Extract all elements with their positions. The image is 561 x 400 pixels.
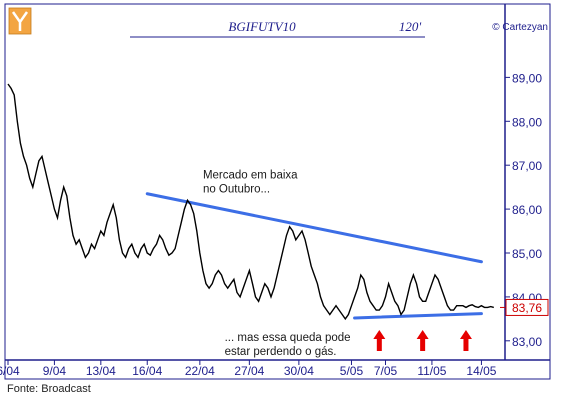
y-tick-label: 85,00: [512, 247, 542, 261]
x-tick-label: 9/04: [43, 364, 67, 378]
brand-label: © Cartezyan: [492, 22, 548, 33]
x-tick-label: 5/05: [340, 364, 364, 378]
annotation-line: no Outubro...: [203, 183, 270, 195]
x-tick-label: 13/04: [86, 364, 116, 378]
x-tick-label: 30/04: [284, 364, 314, 378]
chart-timeframe: 120': [399, 19, 422, 34]
trendlines: [145, 192, 483, 320]
chart-title: BGIFUTV10: [228, 19, 296, 34]
x-tick-label: 27/04: [234, 364, 264, 378]
trendline: [353, 312, 483, 320]
annotation: Mercado em baixa no Outubro...: [203, 169, 298, 195]
arrows: [373, 330, 472, 351]
x-tick-label: 14/05: [466, 364, 496, 378]
x-tick-label: 11/05: [417, 364, 446, 378]
annotation-line: estar perdendo o gás.: [225, 346, 337, 358]
y-tick-label: 89,00: [512, 71, 542, 85]
last-value-box: [505, 298, 549, 316]
annotation: ... mas essa queda pode estar perdendo o …: [225, 332, 351, 358]
x-tick-label: 6/04: [0, 364, 20, 378]
source-caption: Fonte: Broadcast: [7, 383, 91, 395]
y-tick-label: 87,00: [512, 159, 542, 173]
y-tick-label: 88,00: [512, 115, 542, 129]
y-tick-label: 83,00: [512, 335, 542, 349]
y-tick-label: 86,00: [512, 203, 542, 217]
trendline: [145, 192, 483, 264]
up-arrow-icon: [373, 330, 386, 351]
chart-frame: [4, 3, 551, 380]
logo-icon: [8, 7, 32, 35]
x-tick-label: 22/04: [185, 364, 215, 378]
price-series-line: [7, 83, 494, 321]
up-arrow-icon: [459, 330, 472, 351]
annotations: Mercado em baixa no Outubro... ... mas ess…: [203, 169, 351, 357]
x-tick-label: 7/05: [374, 364, 398, 378]
last-value-marker: 83,76: [500, 298, 549, 316]
last-value-label: 83,76: [512, 301, 542, 315]
x-tick-label: 16/04: [132, 364, 162, 378]
annotation-line: ... mas essa queda pode: [225, 332, 351, 344]
annotation-line: Mercado em baixa: [203, 169, 298, 181]
up-arrow-icon: [416, 330, 429, 351]
x-axis: 6/04 9/04 13/04 16/04 22/04 27/04 30/04 5/05 7/0…: [0, 360, 497, 378]
